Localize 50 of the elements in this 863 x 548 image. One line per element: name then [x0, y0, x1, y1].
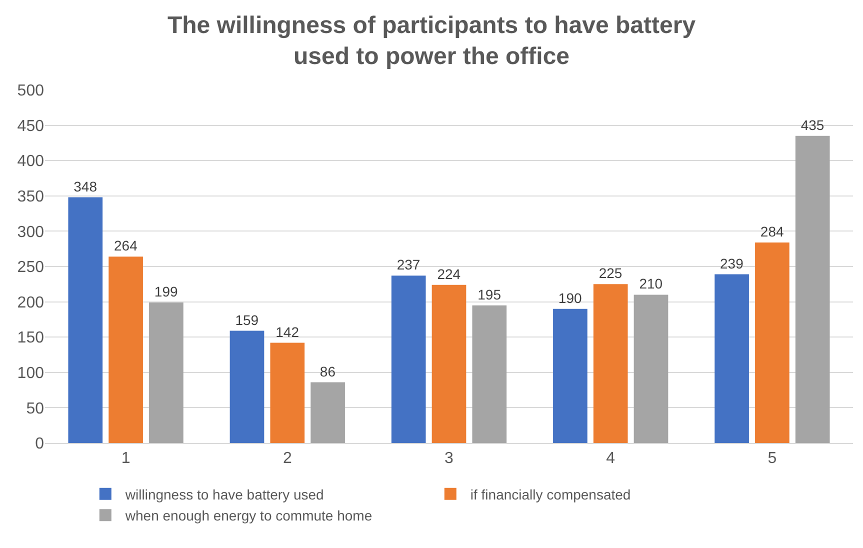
x-tick-label: 4: [606, 450, 616, 468]
x-tick-label: 1: [121, 450, 130, 468]
data-label: 348: [74, 178, 98, 194]
data-label: 142: [276, 324, 300, 340]
data-label: 225: [598, 265, 622, 282]
y-tick-label: 400: [17, 153, 44, 170]
bar: [270, 342, 305, 443]
y-tick-label: 200: [17, 294, 44, 312]
bar: [149, 302, 184, 443]
y-tick-label: 300: [17, 224, 44, 241]
bar: [391, 276, 426, 443]
data-label: 435: [800, 116, 824, 133]
bar: [108, 256, 143, 443]
legend-label: if financially compensated: [470, 486, 631, 502]
data-label: 159: [235, 312, 259, 328]
data-label: 210: [639, 276, 663, 292]
y-tick-label: 0: [35, 436, 44, 453]
bar: [795, 136, 830, 443]
chart-title: The willingness of participants to have battery used to power the office: [167, 12, 696, 70]
y-tick-label: 500: [17, 82, 44, 100]
data-label: 239: [720, 255, 744, 272]
data-label: 190: [558, 290, 582, 306]
bar: [432, 284, 466, 443]
x-tick-label: 2: [282, 450, 292, 468]
bar: [553, 308, 588, 443]
data-label: 195: [478, 286, 502, 302]
bar: [310, 382, 345, 443]
data-label: 237: [396, 256, 420, 273]
y-tick-label: 100: [17, 365, 44, 382]
x-tick-label: 5: [768, 450, 777, 468]
x-tick-label: 3: [444, 450, 454, 468]
bar: [230, 330, 264, 443]
data-label: 264: [114, 238, 138, 254]
bar: [593, 284, 628, 443]
data-label: 199: [154, 284, 178, 300]
data-label: 224: [437, 266, 461, 282]
bar: [634, 294, 668, 443]
data-label: 86: [320, 363, 336, 380]
data-label: 284: [760, 224, 784, 240]
bar: [755, 242, 790, 443]
y-tick-label: 450: [17, 118, 44, 135]
y-tick-label: 250: [17, 259, 44, 276]
y-tick-label: 350: [17, 188, 44, 206]
y-tick-label: 150: [17, 330, 44, 347]
y-tick-label: 50: [26, 400, 44, 418]
bar: [714, 274, 749, 443]
bar: [68, 197, 103, 443]
legend-label: willingness to have battery used: [124, 486, 324, 502]
legend-label: when enough energy to commute home: [124, 508, 372, 524]
bar: [472, 305, 507, 443]
